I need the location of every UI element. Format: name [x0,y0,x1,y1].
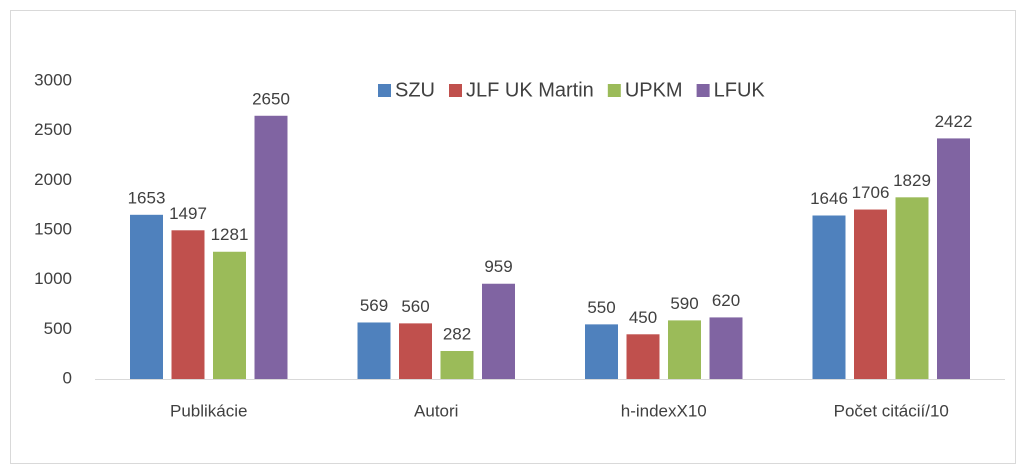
data-label: 620 [712,291,740,310]
data-label: 2422 [935,112,973,131]
legend-label: SZU [395,79,435,101]
y-tick-label: 0 [63,368,72,387]
data-label: 1497 [169,204,207,223]
data-label: 590 [670,294,698,313]
x-tick-label: Autori [414,401,458,420]
y-tick-label: 2500 [34,120,72,139]
bar [482,283,515,379]
data-label: 282 [443,324,471,343]
bar [130,214,163,379]
data-label: 1281 [211,225,249,244]
bar [709,317,743,379]
bar [399,323,432,379]
data-label: 2650 [252,89,290,108]
legend-swatch [449,84,462,97]
bar [213,251,246,379]
y-tick-label: 1500 [34,219,72,238]
bar [171,230,205,379]
y-tick-label: 500 [44,319,72,338]
legend-swatch [696,84,710,97]
data-label: 550 [587,298,615,317]
legend-swatch [378,84,391,97]
bar [937,138,970,379]
legend-label: LFUK [714,79,766,101]
bar [895,197,929,379]
y-tick-label: 2000 [34,170,72,189]
data-label: 1653 [128,188,166,207]
bar [585,324,618,379]
data-label: 1829 [893,171,931,190]
data-label: 959 [484,257,512,276]
bar [668,320,701,379]
y-tick-label: 3000 [34,70,72,89]
y-tick-label: 1000 [34,269,72,288]
legend-label: JLF UK Martin [466,79,594,101]
data-label: 1646 [810,189,848,208]
bar [812,215,846,379]
data-label: 569 [360,296,388,315]
x-tick-label: Publikácie [170,401,248,420]
legend-swatch [607,84,621,97]
bar [254,115,288,380]
bar [440,350,474,379]
x-tick-label: h-indexX10 [621,401,707,420]
legend-label: UPKM [625,79,683,101]
bar [626,334,660,379]
data-label: 450 [629,308,657,327]
data-label: 560 [401,297,429,316]
bar [854,209,887,379]
data-label: 1706 [852,183,890,202]
bar [357,322,391,379]
x-tick-label: Počet citácií/10 [834,401,949,420]
